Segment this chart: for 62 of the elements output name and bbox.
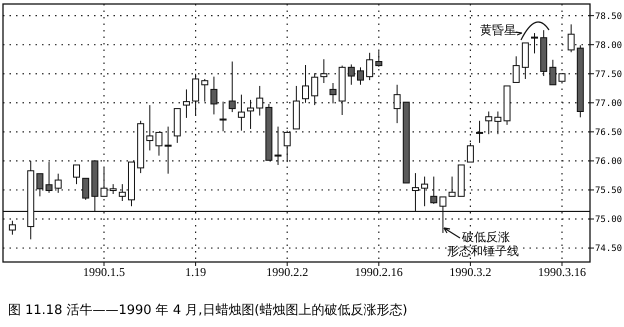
- candlestick: [256, 85, 264, 116]
- x-tick-label: 1990.3.16: [538, 265, 586, 279]
- candlestick: [421, 176, 428, 207]
- candlestick: [118, 184, 126, 202]
- candlestick: [549, 59, 556, 86]
- candlestick: [155, 132, 162, 156]
- x-tick-label: 1990.2.16: [354, 265, 403, 279]
- candlestick: [531, 32, 538, 54]
- candlestick: [164, 126, 172, 174]
- annotation: 破低反涨: [461, 230, 510, 244]
- candlestick: [238, 94, 245, 132]
- text: 图 11.18 活牛——1990 年 4 月,日蜡烛图(蜡烛图上的破低反涨形态): [8, 303, 408, 318]
- candlestick: [356, 66, 364, 86]
- candlestick: [54, 173, 62, 194]
- annotation: 黄昏星: [480, 23, 516, 37]
- candlestick: [228, 61, 236, 113]
- candlestick: [302, 64, 310, 104]
- candlestick: [466, 142, 474, 163]
- candlestick: [394, 84, 401, 124]
- candlestick: [366, 52, 374, 81]
- candlestick: [36, 173, 44, 197]
- x-tick-label: 1990.2.2: [266, 265, 308, 279]
- candlestick: [311, 72, 318, 106]
- candlestick: [210, 76, 218, 115]
- candlestick: [494, 111, 502, 135]
- candlestick: [274, 126, 282, 166]
- candlestick: [201, 78, 208, 102]
- candlestick: [8, 220, 16, 236]
- candlestick: [220, 101, 227, 132]
- y-tick-label: 77.00: [595, 98, 622, 109]
- candlestick: [430, 176, 438, 204]
- candlestick: [146, 104, 154, 151]
- candlestick: [247, 99, 254, 130]
- x-tick-label: 1.19: [185, 265, 206, 279]
- y-tick-label: 76.00: [595, 157, 622, 168]
- candlestick: [485, 111, 492, 135]
- x-tick-label: 1990.1.5: [83, 265, 125, 279]
- y-tick-label: 76.50: [595, 128, 622, 138]
- candlestick: [192, 73, 200, 116]
- candlestick: [568, 24, 575, 53]
- candlestick: [476, 120, 484, 144]
- candlestick: [512, 56, 520, 83]
- candlestick: [348, 64, 355, 86]
- candlestick: [330, 82, 336, 104]
- y-tick-label: 77.50: [595, 70, 622, 80]
- y-tick-label: 78.00: [595, 40, 622, 51]
- y-tick-label: 75.50: [595, 186, 622, 196]
- candlestick: [320, 58, 328, 84]
- candlestick: [73, 164, 80, 185]
- candlestick: [284, 130, 291, 163]
- candlestick: [375, 50, 382, 68]
- candlestick: [110, 184, 117, 195]
- y-tick-label: 78.50: [595, 12, 622, 22]
- candlestick: [82, 178, 90, 200]
- y-tick-label: 75.00: [595, 215, 622, 226]
- x-tick-label: 1990.3.2: [449, 265, 492, 279]
- candlestick: [46, 162, 53, 194]
- candlestick: [182, 88, 190, 118]
- candlestick: [100, 167, 108, 197]
- y-tick-label: 74.50: [595, 244, 622, 254]
- candlestick: [448, 176, 456, 197]
- annotation: 形态和锤子线: [447, 244, 519, 258]
